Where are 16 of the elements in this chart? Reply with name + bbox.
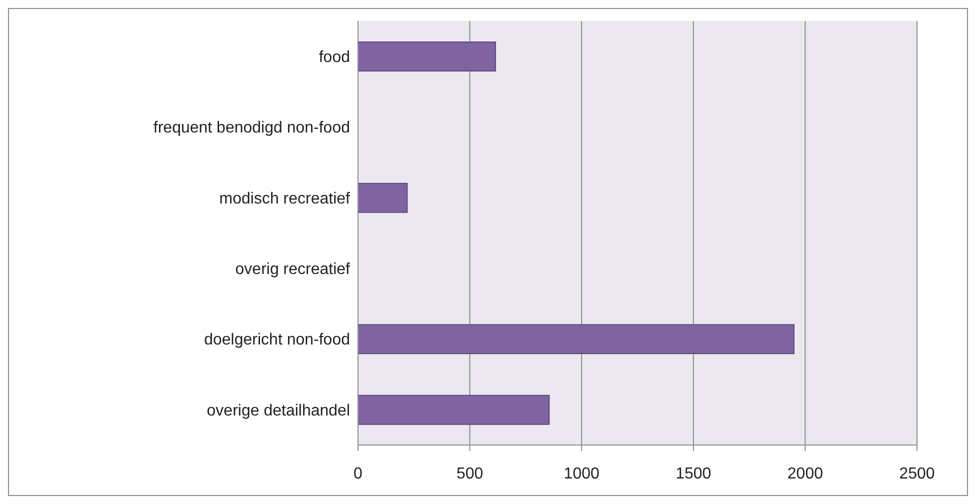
y-tick-label: food xyxy=(318,49,350,66)
x-tick-label: 0 xyxy=(354,465,363,482)
y-tick-label: modisch recreatief xyxy=(219,190,351,208)
y-tick-label: overige detailhandel xyxy=(206,402,350,420)
y-tick-label: overig recreatief xyxy=(235,261,351,278)
bar xyxy=(358,394,550,425)
bar xyxy=(358,324,795,354)
bar xyxy=(358,42,496,72)
x-tick-label: 1500 xyxy=(676,465,712,482)
y-tick-label: doelgericht non-food xyxy=(204,332,350,349)
x-tick-label: 500 xyxy=(456,465,484,482)
y-tick-label: frequent benodigd non-food xyxy=(153,120,350,137)
x-tick-label: 2500 xyxy=(899,465,935,482)
bar xyxy=(358,182,408,213)
x-tick-label: 2000 xyxy=(787,465,824,482)
x-tick-label: 1000 xyxy=(564,465,600,482)
